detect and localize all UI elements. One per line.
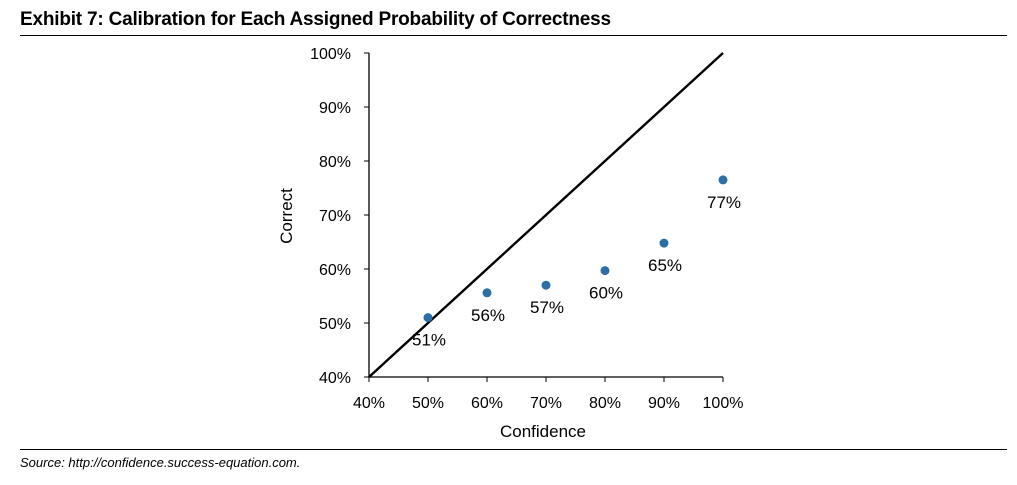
data-points (423, 175, 728, 323)
chart-title: Exhibit 7: Calibration for Each Assigned… (20, 9, 611, 30)
data-point (659, 238, 669, 248)
x-tick-label: 80% (589, 395, 621, 412)
x-tick-label: 50% (412, 395, 444, 412)
data-label: 65% (648, 256, 682, 275)
data-point (423, 313, 433, 323)
bottom-rule (20, 449, 1007, 450)
calibration-chart: 40% 50% 60% 70% 80% 90% 100% 40% 50% 60% 70% 80% 90… (277, 46, 743, 441)
y-tick-label: 70% (319, 208, 351, 225)
data-label: 51% (412, 331, 446, 350)
data-point (600, 266, 610, 276)
x-tick-label: 40% (353, 395, 385, 412)
x-tick-label: 90% (648, 395, 680, 412)
x-tick-label: 70% (530, 395, 562, 412)
x-tick-label: 100% (703, 395, 744, 412)
data-label: 77% (707, 193, 741, 212)
data-labels: 51% 56% 57% 60% 65% 77% (412, 193, 741, 350)
y-tick-label: 100% (310, 46, 351, 63)
x-axis-ticks: 40% 50% 60% 70% 80% 90% 100% (353, 377, 743, 412)
perfect-calibration-line-group (368, 52, 724, 378)
y-tick-label: 90% (319, 100, 351, 117)
x-axis-label: Confidence (500, 422, 586, 441)
y-tick-label: 80% (319, 154, 351, 171)
y-axis-label: Correct (277, 188, 296, 244)
top-rule (20, 35, 1007, 36)
y-axis-ticks: 40% 50% 60% 70% 80% 90% 100% (310, 46, 369, 387)
y-tick-label: 60% (319, 262, 351, 279)
data-label: 57% (530, 298, 564, 317)
x-tick-label: 60% (471, 395, 503, 412)
y-tick-label: 40% (319, 370, 351, 387)
data-point (718, 175, 728, 185)
source-note: Source: http://confidence.success-equati… (20, 455, 301, 470)
data-point (541, 280, 551, 290)
y-tick-label: 50% (319, 316, 351, 333)
data-label: 60% (589, 284, 623, 303)
data-label: 56% (471, 306, 505, 325)
data-point (482, 288, 492, 298)
perfect-calibration-line (368, 52, 724, 378)
